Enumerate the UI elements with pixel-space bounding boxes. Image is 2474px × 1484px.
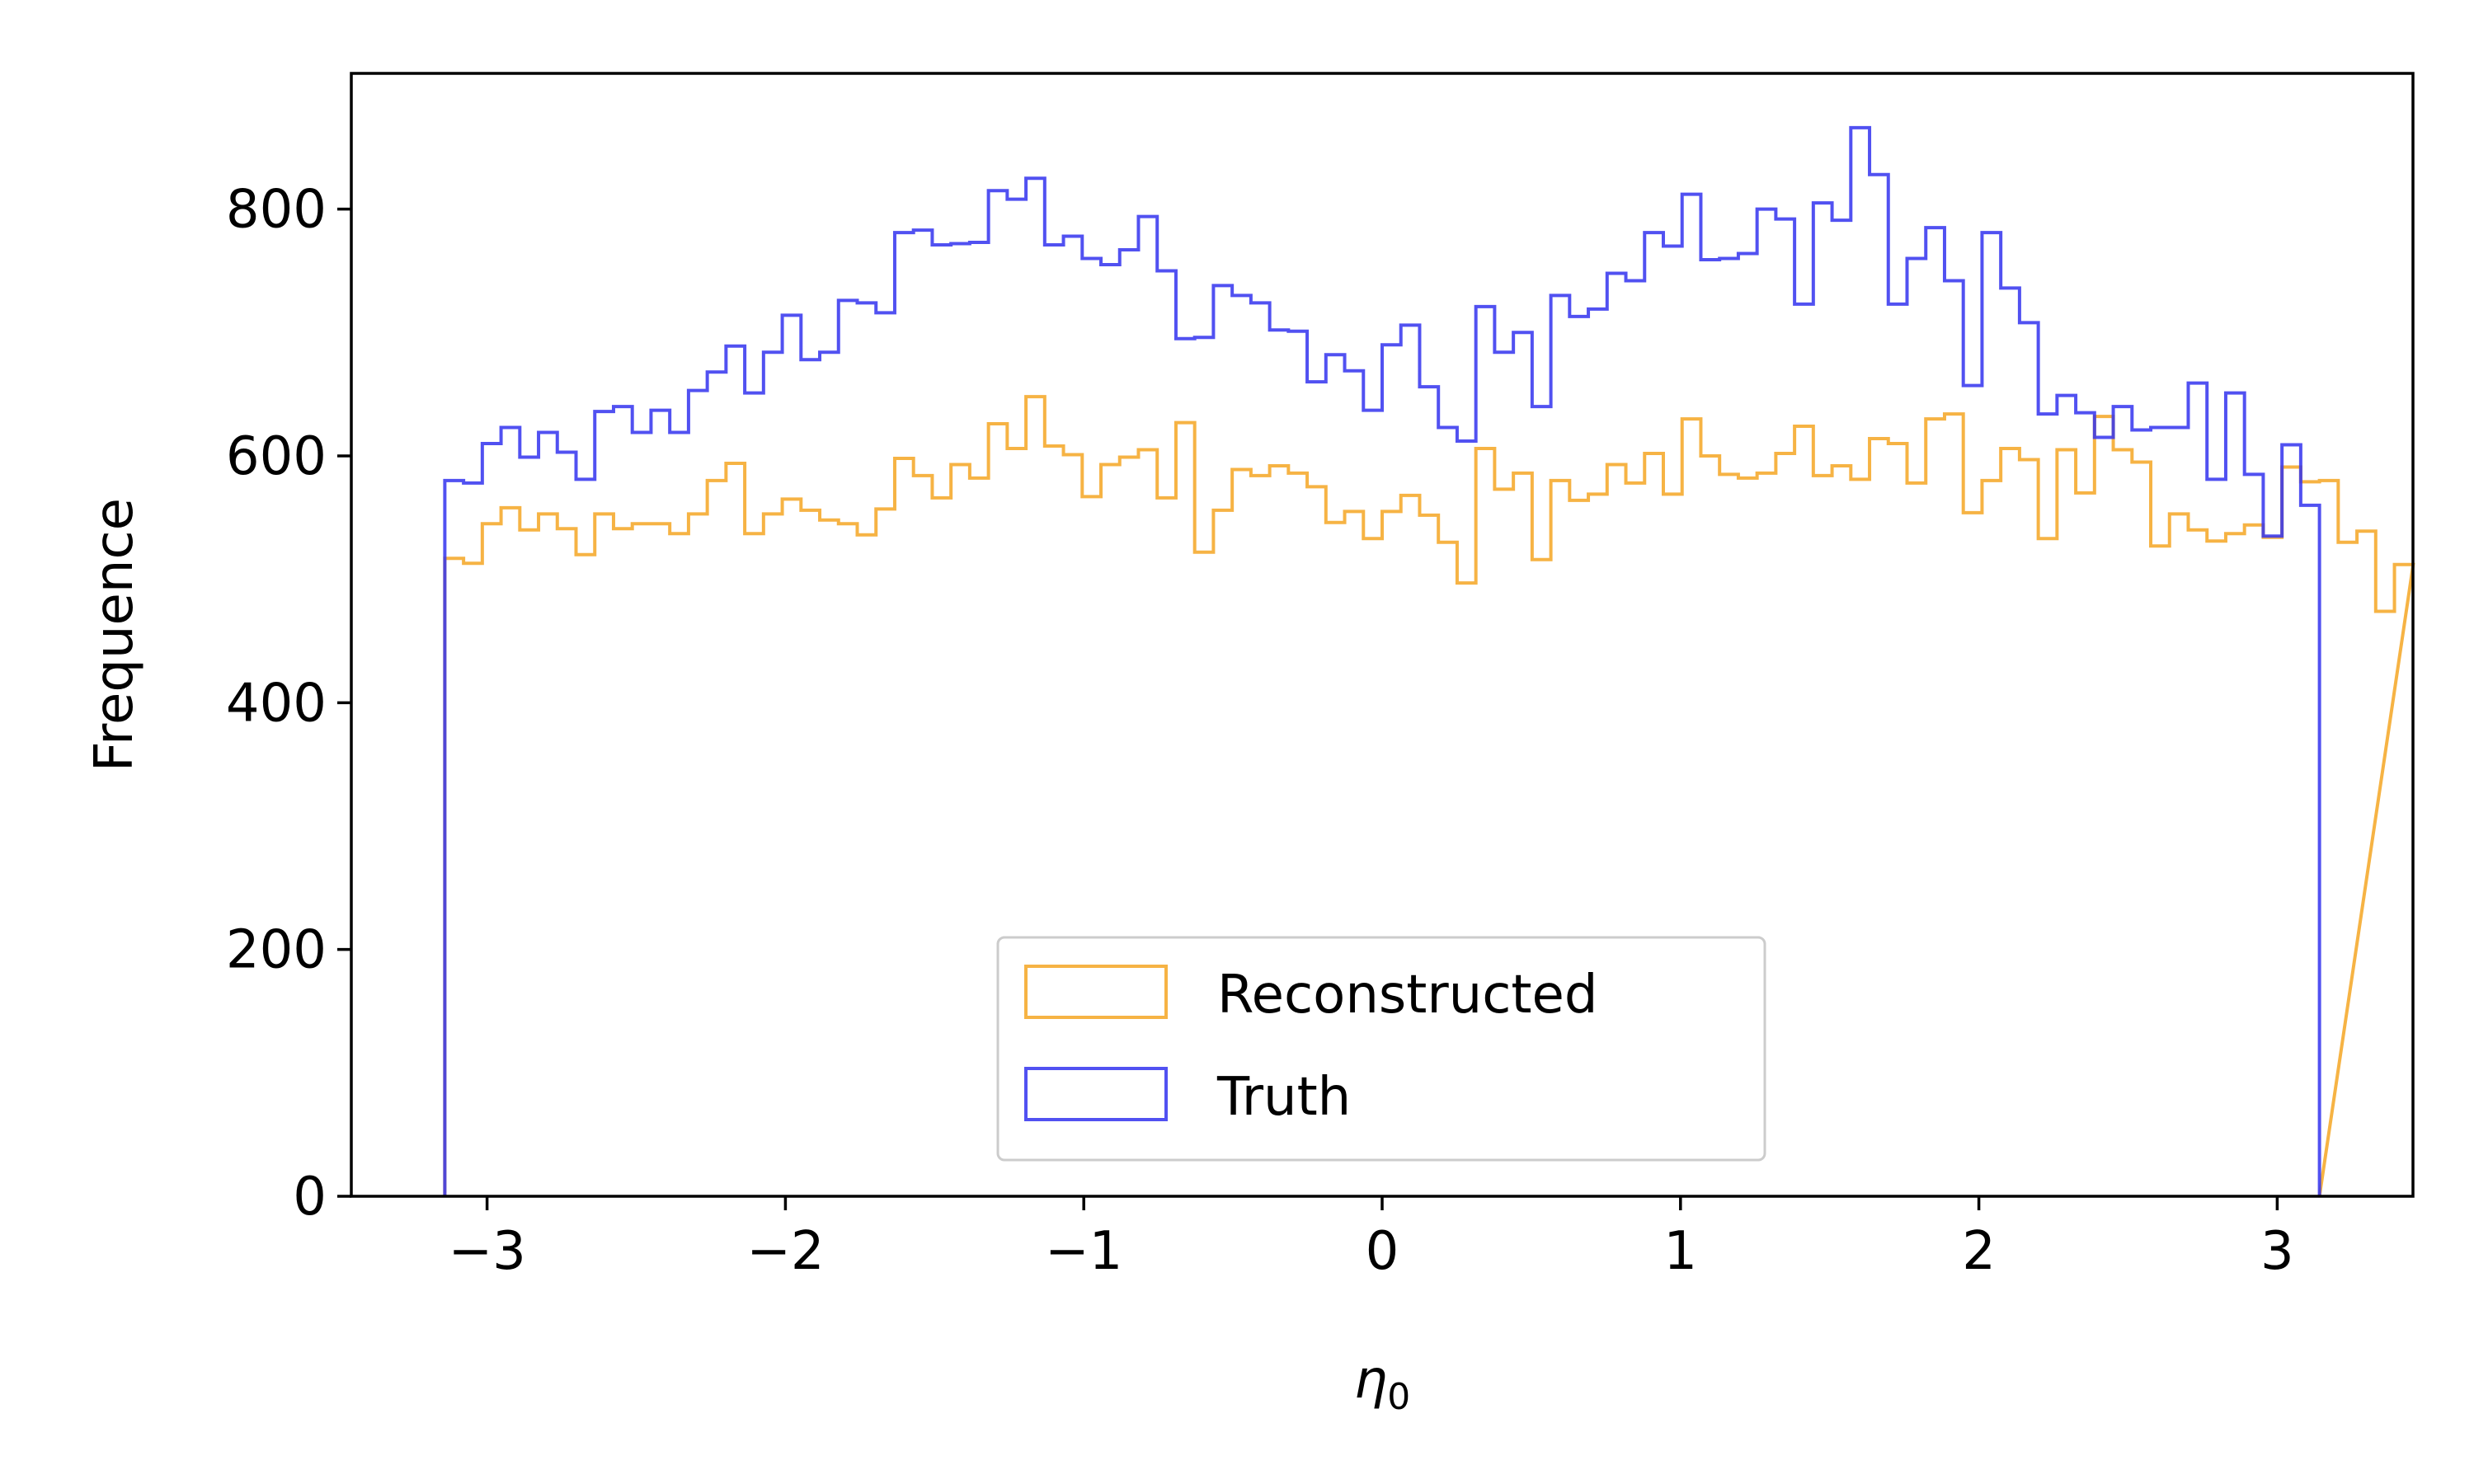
x-tick-label: 2 (1962, 1221, 1996, 1282)
y-tick-label: 0 (293, 1167, 327, 1228)
legend-label-reconstructed: Reconstructed (1217, 965, 1597, 1026)
legend: Reconstructed Truth (996, 936, 1766, 1162)
x-tick-label: −2 (746, 1221, 824, 1282)
x-tick-label: 0 (1366, 1221, 1399, 1282)
x-axis-symbol: η (1354, 1350, 1388, 1411)
legend-label-truth: Truth (1216, 1067, 1351, 1128)
y-tick-label: 600 (226, 426, 327, 487)
reconstructed-series (443, 395, 2415, 1197)
y-tick-label: 400 (226, 673, 327, 734)
x-tick-label: −3 (448, 1221, 525, 1282)
legend-swatch-reconstructed (1024, 965, 1168, 1019)
x-axis-subscript: 0 (1387, 1376, 1410, 1418)
x-axis: −3 −2 −1 0 1 2 3 (448, 1196, 2294, 1282)
x-axis-title: η0 (1354, 1350, 1411, 1418)
x-tick-label: 3 (2260, 1221, 2294, 1282)
y-tick-label: 200 (226, 920, 327, 981)
truth-series (443, 125, 2321, 1196)
x-tick-label: 1 (1663, 1221, 1697, 1282)
legend-swatch-truth (1024, 1067, 1168, 1121)
x-tick-label: −1 (1045, 1221, 1122, 1282)
y-axis-title: Frequence (84, 498, 145, 772)
series-layer (443, 125, 2415, 1197)
y-axis: 0 200 400 600 800 (226, 180, 351, 1228)
y-tick-label: 800 (226, 180, 327, 241)
legend-box (996, 936, 1766, 1162)
